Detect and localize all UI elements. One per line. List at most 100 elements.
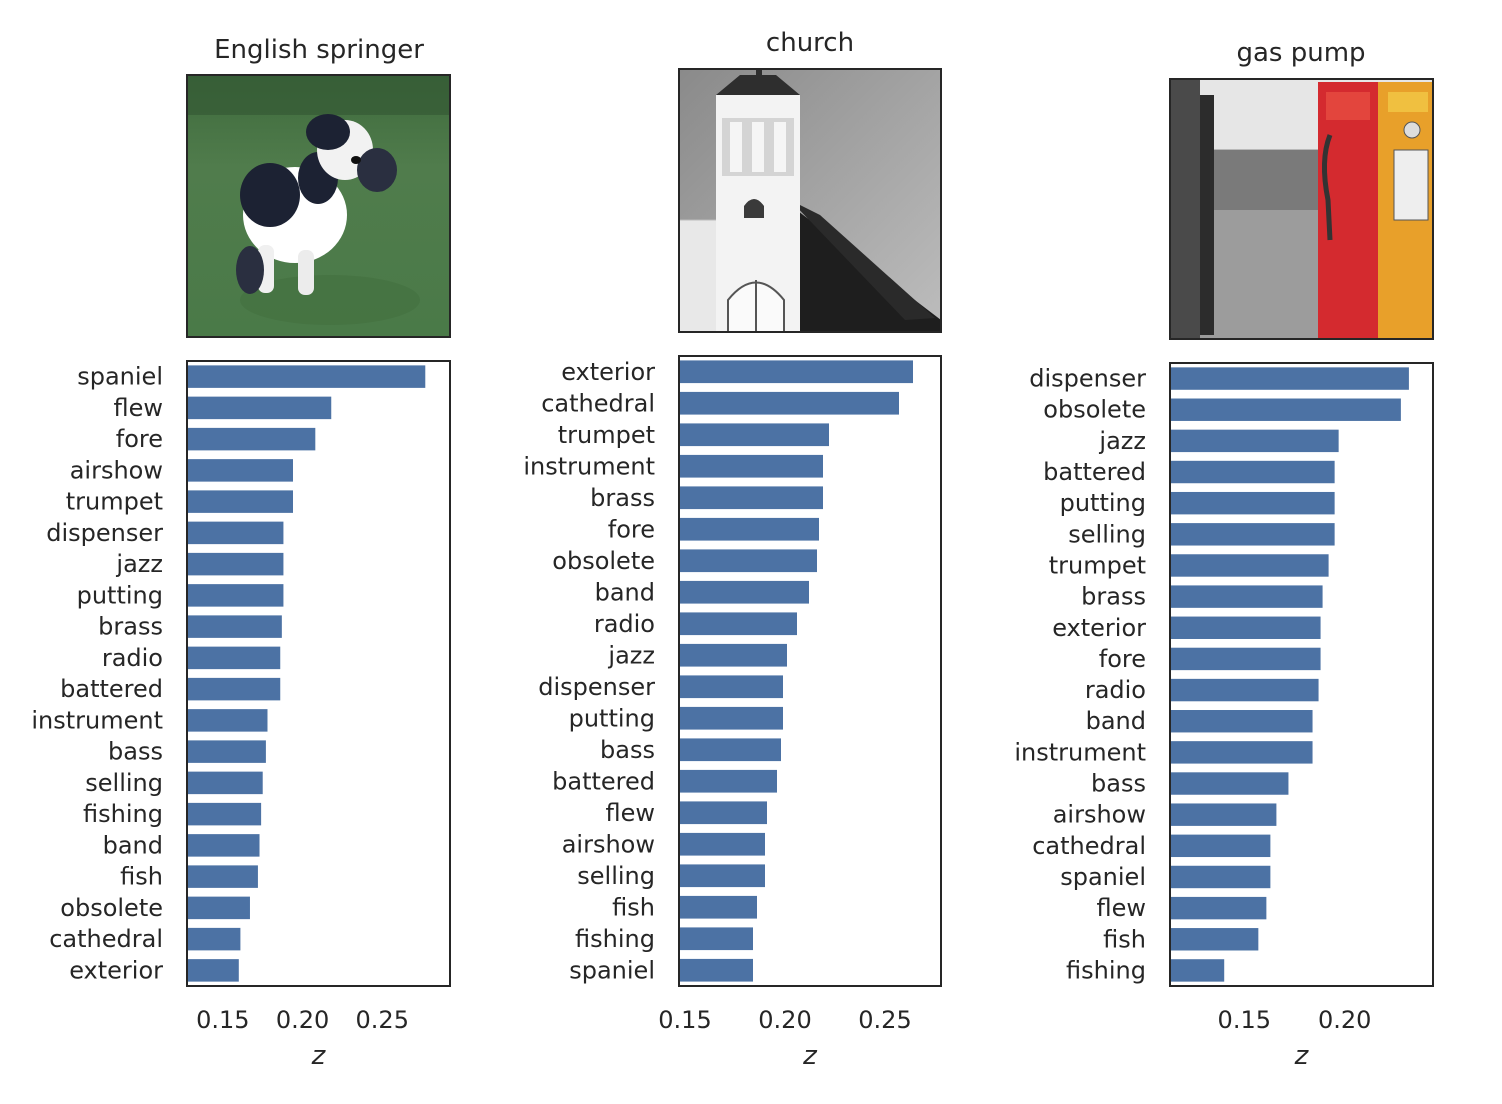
category-label: airshow — [1053, 801, 1146, 829]
category-label: band — [595, 578, 655, 606]
bar-radio — [679, 612, 797, 636]
bar-radio — [187, 646, 281, 670]
bar-trumpet — [679, 423, 829, 447]
bar-selling — [679, 864, 765, 888]
bar-brass — [1170, 585, 1323, 608]
bar-fishing — [187, 802, 262, 826]
bar-band — [187, 834, 260, 857]
bar-selling — [1170, 523, 1335, 546]
bar-dispenser — [187, 521, 284, 545]
bar-fishing — [1170, 959, 1225, 982]
bar-airshow — [187, 459, 293, 482]
bar-fore — [1170, 647, 1321, 671]
category-label: selling — [577, 862, 655, 890]
category-label: fore — [1099, 645, 1146, 673]
bar-jazz — [1170, 429, 1339, 453]
panel-title: gas pump — [1236, 38, 1365, 68]
bar-fishing — [679, 927, 753, 951]
category-label: band — [103, 831, 163, 859]
bar-bass — [679, 738, 781, 762]
bar-fish — [1170, 928, 1259, 951]
category-label: flew — [605, 799, 655, 827]
bar-airshow — [679, 832, 765, 856]
bar-brass — [187, 615, 282, 638]
category-label: flew — [1096, 894, 1146, 922]
x-axis-label: z — [802, 1041, 818, 1071]
gas-pump-photo-frame — [1169, 78, 1434, 340]
category-label: obsolete — [1043, 396, 1146, 424]
bar-flew — [1170, 896, 1267, 920]
panel-english-springer: English springer spaniel flew fore airshow t… — [31, 35, 451, 1071]
bar-chart-english-springer: spaniel flew fore airshow trumpet dispenser ja… — [31, 360, 451, 1071]
bar-instrument — [187, 709, 268, 732]
category-label: airshow — [70, 456, 163, 484]
bar-obsolete — [679, 549, 817, 573]
category-label: spaniel — [569, 956, 655, 984]
category-label: brass — [98, 613, 163, 641]
category-label: brass — [1081, 583, 1146, 611]
category-label: putting — [1060, 489, 1146, 517]
category-label: jazz — [607, 641, 655, 669]
bar-fish — [679, 895, 757, 919]
panel-title: English springer — [214, 35, 424, 65]
bar-radio — [1170, 678, 1319, 702]
category-label: trumpet — [1049, 551, 1146, 579]
x-tick-label: 0.25 — [356, 1006, 409, 1034]
category-label: battered — [1043, 458, 1146, 486]
bar-exterior — [679, 360, 913, 384]
bar-flew — [679, 801, 767, 825]
category-label: cathedral — [541, 389, 655, 417]
category-label: brass — [590, 484, 655, 512]
bar-spaniel — [679, 958, 753, 982]
category-label: bass — [1091, 770, 1146, 798]
category-label: exterior — [1052, 614, 1146, 642]
category-label: dispenser — [538, 673, 655, 701]
category-label: exterior — [561, 358, 655, 386]
category-label: exterior — [69, 956, 163, 984]
panel-title: church — [766, 28, 854, 58]
plot-frame — [678, 355, 942, 987]
category-label: instrument — [1014, 738, 1146, 766]
category-label: trumpet — [66, 488, 163, 516]
category-label: band — [1086, 707, 1146, 735]
category-label: putting — [77, 581, 163, 609]
gas-pump-photo — [1170, 79, 1433, 339]
bar-obsolete — [187, 896, 250, 920]
category-label: jazz — [115, 550, 163, 578]
bar-battered — [679, 769, 777, 793]
bar-instrument — [679, 454, 823, 478]
bar-chart-gas-pump: dispenser obsolete jazz battered putting sell… — [1014, 362, 1434, 1071]
bar-trumpet — [187, 490, 293, 513]
bar-brass — [679, 486, 823, 510]
category-label: fish — [612, 893, 655, 921]
plot-frame — [1169, 362, 1434, 987]
dog-photo-frame — [186, 74, 451, 338]
x-tick-label: 0.20 — [276, 1006, 329, 1034]
category-label: fishing — [83, 800, 163, 828]
panel-gas-pump: gas pump dispenser obsolete jazz battered pu… — [1014, 38, 1434, 1071]
bar-chart-church: exterior cathedral trumpet instrument brass f… — [523, 355, 942, 1071]
bar-cathedral — [679, 391, 899, 415]
bar-obsolete — [1170, 398, 1401, 421]
bar-putting — [187, 584, 284, 607]
bar-selling — [187, 771, 263, 795]
x-tick-label: 0.15 — [658, 1006, 711, 1034]
category-label: bass — [600, 736, 655, 764]
panel-church: church exterior cathedral trumpet instrumen… — [523, 28, 942, 1071]
bar-bass — [1170, 772, 1289, 795]
bar-cathedral — [1170, 834, 1271, 858]
category-label: battered — [552, 767, 655, 795]
bar-battered — [1170, 460, 1335, 484]
bar-cathedral — [187, 927, 241, 951]
category-label: radio — [594, 610, 655, 638]
x-axis-label: z — [311, 1041, 327, 1071]
bar-fore — [679, 517, 819, 541]
category-label: radio — [102, 644, 163, 672]
bar-spaniel — [1170, 865, 1271, 889]
bar-bass — [187, 740, 266, 763]
x-axis-label: z — [1294, 1041, 1310, 1071]
category-label: dispenser — [1029, 365, 1146, 393]
category-label: dispenser — [46, 519, 163, 547]
bar-band — [1170, 710, 1313, 733]
